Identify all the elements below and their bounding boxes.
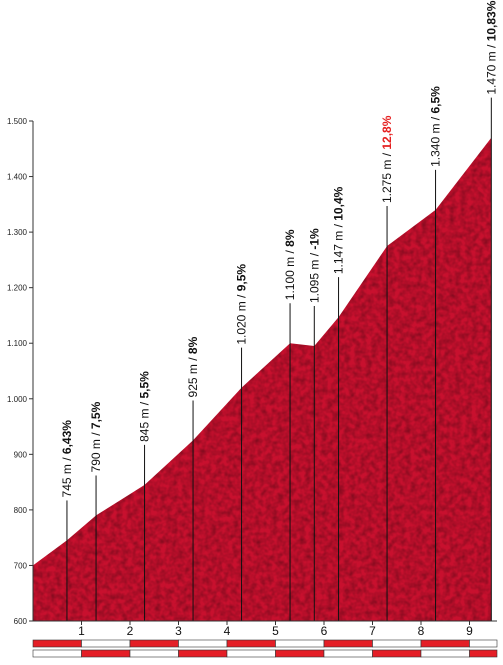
km-ruler-segment xyxy=(420,639,470,648)
waypoint-grade: 10,4% xyxy=(332,186,346,220)
waypoint-altitude: 1.147 m / xyxy=(332,221,346,274)
waypoint-altitude: 1.470 m / xyxy=(484,41,498,94)
waypoint-grade: 10,83% xyxy=(484,0,498,41)
marker-lines xyxy=(66,97,492,621)
x-tick-label: 6 xyxy=(321,624,328,638)
km-ruler-segment xyxy=(275,649,325,658)
km-ruler-segment xyxy=(129,639,179,648)
waypoint-grade: 6,5% xyxy=(429,86,443,114)
y-tick-label: 600 xyxy=(14,617,28,626)
x-tick-label: 1 xyxy=(78,624,85,638)
waypoint-altitude: 925 m / xyxy=(186,354,200,397)
x-tick-label: 2 xyxy=(127,624,134,638)
waypoint-altitude: 790 m / xyxy=(89,429,103,472)
waypoint-grade: 12,8% xyxy=(380,115,394,149)
waypoint-label: 1.275 m / 12,8% xyxy=(380,115,394,203)
km-ruler-segment xyxy=(323,649,373,658)
waypoint-altitude: 745 m / xyxy=(60,454,74,497)
km-ruler-segment xyxy=(372,649,422,658)
y-axis: 600 700 800 900 1.000 1.100 1.200 1.300 1.400 1.5… xyxy=(7,117,34,626)
waypoint-grade: 8% xyxy=(186,336,200,354)
km-ruler-segment xyxy=(81,649,131,658)
km-ruler-segment xyxy=(178,639,228,648)
km-ruler-segment xyxy=(32,639,82,648)
waypoint-label: 1.147 m / 10,4% xyxy=(332,186,346,274)
waypoint-label: 1.100 m / 8% xyxy=(283,229,297,300)
x-axis: 1 2 3 4 5 6 7 8 9 xyxy=(32,620,498,658)
km-ruler-segment xyxy=(226,649,276,658)
km-ruler-segment xyxy=(178,649,228,658)
km-ruler-segment xyxy=(32,649,82,658)
waypoint-label: 745 m / 6,43% xyxy=(60,420,74,498)
waypoint-label: 1.470 m / 10,83% xyxy=(484,0,498,94)
waypoint-altitude: 1.020 m / xyxy=(235,291,249,344)
x-tick-label: 7 xyxy=(369,624,376,638)
waypoint-grade: 7,5% xyxy=(89,401,103,429)
waypoint-altitude: 1.340 m / xyxy=(429,114,443,167)
waypoint-label: 790 m / 7,5% xyxy=(89,401,103,472)
x-tick-label: 9 xyxy=(466,624,473,638)
elevation-area xyxy=(33,137,492,621)
waypoint-label: 925 m / 8% xyxy=(186,336,200,397)
waypoint-label: 845 m / 5,5% xyxy=(138,371,152,442)
km-ruler-segment xyxy=(420,649,470,658)
waypoint-label: 1.095 m / -1% xyxy=(307,228,321,303)
y-tick-label: 800 xyxy=(14,506,28,515)
waypoint-label: 1.340 m / 6,5% xyxy=(429,86,443,167)
km-ruler-segment xyxy=(81,639,131,648)
y-tick-label: 1.000 xyxy=(7,395,28,404)
waypoint-altitude: 1.275 m / xyxy=(380,150,394,203)
x-tick-label: 5 xyxy=(272,624,279,638)
y-tick-label: 1.100 xyxy=(7,339,28,348)
waypoint-altitude: 1.100 m / xyxy=(283,247,297,300)
km-ruler-segment xyxy=(226,639,276,648)
waypoint-grade: 8% xyxy=(283,229,297,247)
x-tick-label: 4 xyxy=(224,624,231,638)
km-ruler-segment xyxy=(469,639,498,648)
y-tick-label: 700 xyxy=(14,561,28,570)
km-ruler-segment xyxy=(275,639,325,648)
km-ruler-segment xyxy=(469,649,498,658)
waypoint-grade: 9,5% xyxy=(235,264,249,292)
waypoint-altitude: 845 m / xyxy=(138,399,152,442)
x-tick-label: 8 xyxy=(418,624,425,638)
annotations: 745 m / 6,43% 790 m / 7,5% 845 m / 5,5% 925… xyxy=(60,0,498,497)
elevation-texture xyxy=(33,137,492,621)
waypoint-grade: 6,43% xyxy=(60,420,74,454)
km-ruler-segment xyxy=(323,639,373,648)
waypoint-grade: 5,5% xyxy=(138,371,152,399)
y-tick-label: 1.500 xyxy=(7,117,28,126)
y-tick-label: 900 xyxy=(14,450,28,459)
waypoint-grade: -1% xyxy=(307,228,321,250)
y-tick-label: 1.200 xyxy=(7,284,28,293)
waypoint-altitude: 1.095 m / xyxy=(307,250,321,303)
km-ruler-segment xyxy=(129,649,179,658)
km-ruler-segment xyxy=(372,639,422,648)
x-tick-label: 3 xyxy=(175,624,182,638)
waypoint-label: 1.020 m / 9,5% xyxy=(235,264,249,345)
y-tick-label: 1.400 xyxy=(7,173,28,182)
y-tick-label: 1.300 xyxy=(7,228,28,237)
